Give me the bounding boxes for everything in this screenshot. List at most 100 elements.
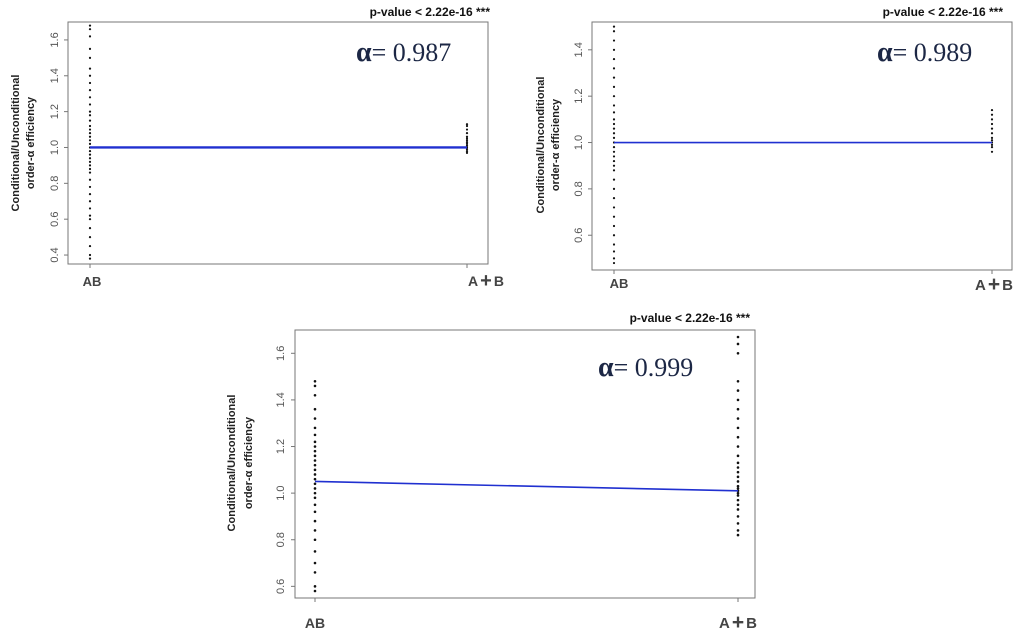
y-axis-label-line2: order-α efficiency — [243, 416, 255, 509]
data-point — [88, 56, 92, 59]
data-point — [88, 257, 92, 260]
data-point — [612, 169, 616, 172]
data-point — [736, 417, 740, 420]
y-tick-label: 0.8 — [49, 176, 61, 191]
alpha-symbol: α — [598, 352, 614, 383]
data-point — [313, 449, 317, 453]
pvalue-label: p-value < 2.22e-16 *** — [370, 5, 491, 19]
x-tick-label-ab: AB — [610, 276, 629, 291]
data-point — [313, 407, 317, 411]
plot-area: 0.4 0.6 0.8 1.0 1.2 1.4 1.6 — [49, 21, 489, 268]
data-point — [313, 477, 317, 481]
chart-panel-3: p-value < 2.22e-16 *** α= 0.999 Conditio… — [210, 303, 770, 636]
plot-area: 0.6 0.8 1.0 1.2 1.4 1.6 — [275, 329, 756, 602]
data-point — [736, 398, 740, 402]
data-point — [465, 141, 469, 144]
data-point — [88, 128, 92, 131]
y-tick-label: 1.0 — [275, 485, 287, 500]
data-point — [736, 454, 740, 458]
data-point — [313, 589, 317, 593]
data-point — [612, 178, 616, 181]
data-point — [990, 118, 994, 121]
alpha-symbol: α — [877, 37, 893, 68]
data-point — [990, 139, 994, 142]
alpha-value: = 0.987 — [372, 38, 452, 67]
data-point — [612, 57, 616, 61]
y-tick-label: 1.2 — [275, 439, 287, 454]
y-tick-label: 0.6 — [275, 579, 287, 594]
data-point — [612, 30, 616, 33]
y-tick-label: 1.4 — [49, 68, 61, 83]
chart-svg-3: p-value < 2.22e-16 *** α= 0.999 Conditio… — [226, 311, 757, 634]
data-point — [88, 89, 92, 92]
plot-frame — [591, 21, 1013, 271]
data-point — [736, 342, 740, 346]
data-point — [736, 533, 740, 537]
y-tick-label: 0.8 — [573, 181, 585, 196]
data-point — [313, 417, 317, 420]
data-point — [313, 496, 317, 500]
data-point — [313, 538, 317, 542]
data-point — [736, 335, 740, 339]
data-point — [990, 136, 994, 139]
y-tick-label: 0.6 — [573, 228, 585, 243]
data-point — [465, 135, 469, 138]
x-tick-label-aplusb: A+B — [468, 270, 504, 292]
data-point — [88, 171, 92, 174]
data-point — [465, 124, 469, 128]
data-point — [612, 39, 616, 42]
data-point — [313, 433, 317, 437]
data-point — [313, 473, 317, 476]
data-point — [612, 122, 616, 126]
data-point — [612, 95, 616, 98]
y-axis-label-line2: order-α efficiency — [25, 96, 37, 189]
data-point — [88, 214, 92, 217]
x-tick-label-ab: AB — [305, 615, 325, 631]
data-point — [736, 445, 740, 448]
data-point — [612, 104, 616, 107]
data-point — [736, 461, 740, 465]
data-point — [88, 132, 92, 135]
data-point — [990, 143, 994, 146]
data-point — [313, 510, 317, 514]
data-point — [88, 119, 92, 122]
y-tick-label: 1.6 — [49, 32, 61, 47]
data-point — [88, 185, 92, 189]
data-point — [736, 480, 740, 483]
data-point — [88, 164, 92, 167]
data-point — [612, 76, 616, 79]
data-point — [465, 128, 469, 131]
data-point — [88, 178, 92, 181]
y-tick-label: 0.8 — [275, 532, 287, 547]
data-point — [990, 122, 994, 126]
data-point — [736, 522, 740, 525]
y-axis-label-line1: Conditional/Unconditional — [10, 75, 22, 212]
data-point — [88, 114, 92, 117]
data-point — [736, 491, 740, 495]
data-point — [313, 487, 317, 490]
data-point — [313, 571, 317, 574]
data-point — [465, 132, 469, 135]
data-point — [465, 149, 469, 153]
data-point — [88, 227, 92, 230]
data-point — [736, 515, 740, 518]
y-tick-label: 0.4 — [49, 247, 61, 262]
data-point — [612, 234, 616, 237]
y-tick-label: 1.4 — [275, 392, 287, 407]
data-point — [88, 74, 92, 77]
data-point — [313, 503, 317, 507]
data-point — [88, 153, 92, 156]
data-point — [990, 113, 994, 116]
data-point — [612, 127, 616, 130]
y-tick-label: 1.0 — [49, 140, 61, 155]
data-point — [612, 146, 616, 149]
data-point — [736, 470, 740, 474]
chart-svg-2: p-value < 2.22e-16 *** α= 0.989 Conditio… — [535, 5, 1013, 296]
data-point — [612, 164, 616, 167]
data-point — [88, 139, 92, 142]
data-point — [88, 81, 92, 85]
data-point — [465, 139, 469, 142]
data-point — [465, 137, 469, 140]
y-tick-label: 1.2 — [573, 89, 585, 104]
y-axis-label-line1: Conditional/Unconditional — [226, 395, 238, 532]
